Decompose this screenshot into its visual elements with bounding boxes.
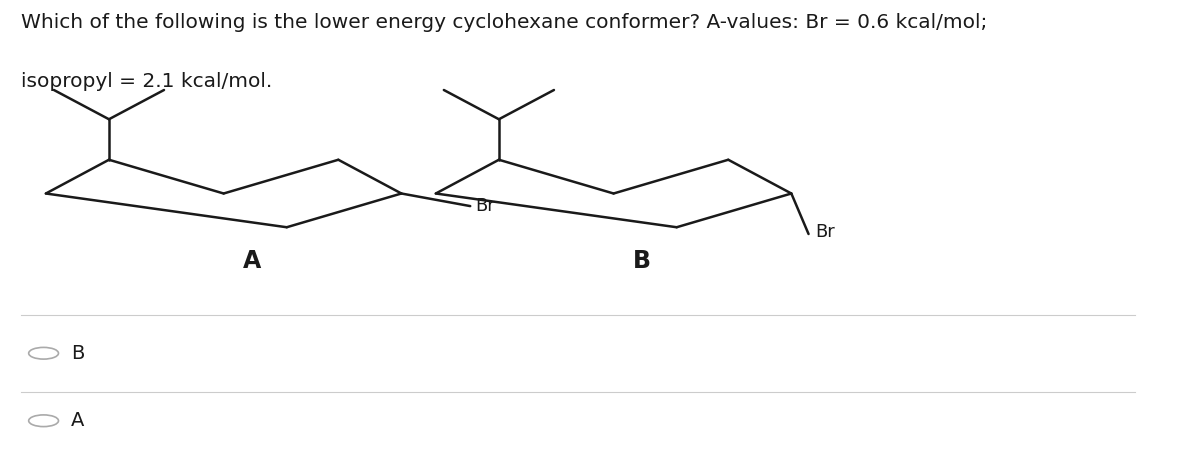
Text: Br: Br	[816, 223, 835, 241]
Text: Br: Br	[475, 197, 494, 215]
Text: isopropyl = 2.1 kcal/mol.: isopropyl = 2.1 kcal/mol.	[20, 72, 272, 91]
Text: B: B	[71, 344, 84, 363]
Text: Which of the following is the lower energy cyclohexane conformer? A-values: Br =: Which of the following is the lower ener…	[20, 14, 988, 32]
Text: B: B	[634, 249, 652, 273]
Text: A: A	[71, 411, 84, 430]
Text: A: A	[244, 249, 262, 273]
